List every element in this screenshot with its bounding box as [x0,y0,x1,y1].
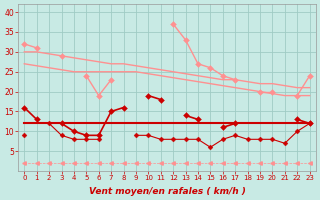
X-axis label: Vent moyen/en rafales ( km/h ): Vent moyen/en rafales ( km/h ) [89,187,245,196]
